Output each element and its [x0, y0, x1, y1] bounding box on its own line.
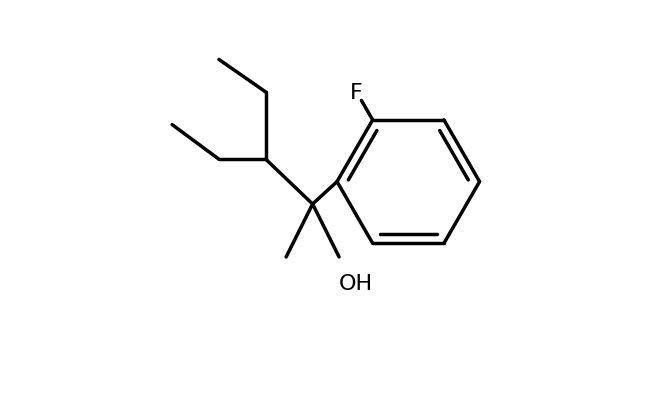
Text: OH: OH	[338, 274, 373, 294]
Text: F: F	[350, 83, 362, 102]
